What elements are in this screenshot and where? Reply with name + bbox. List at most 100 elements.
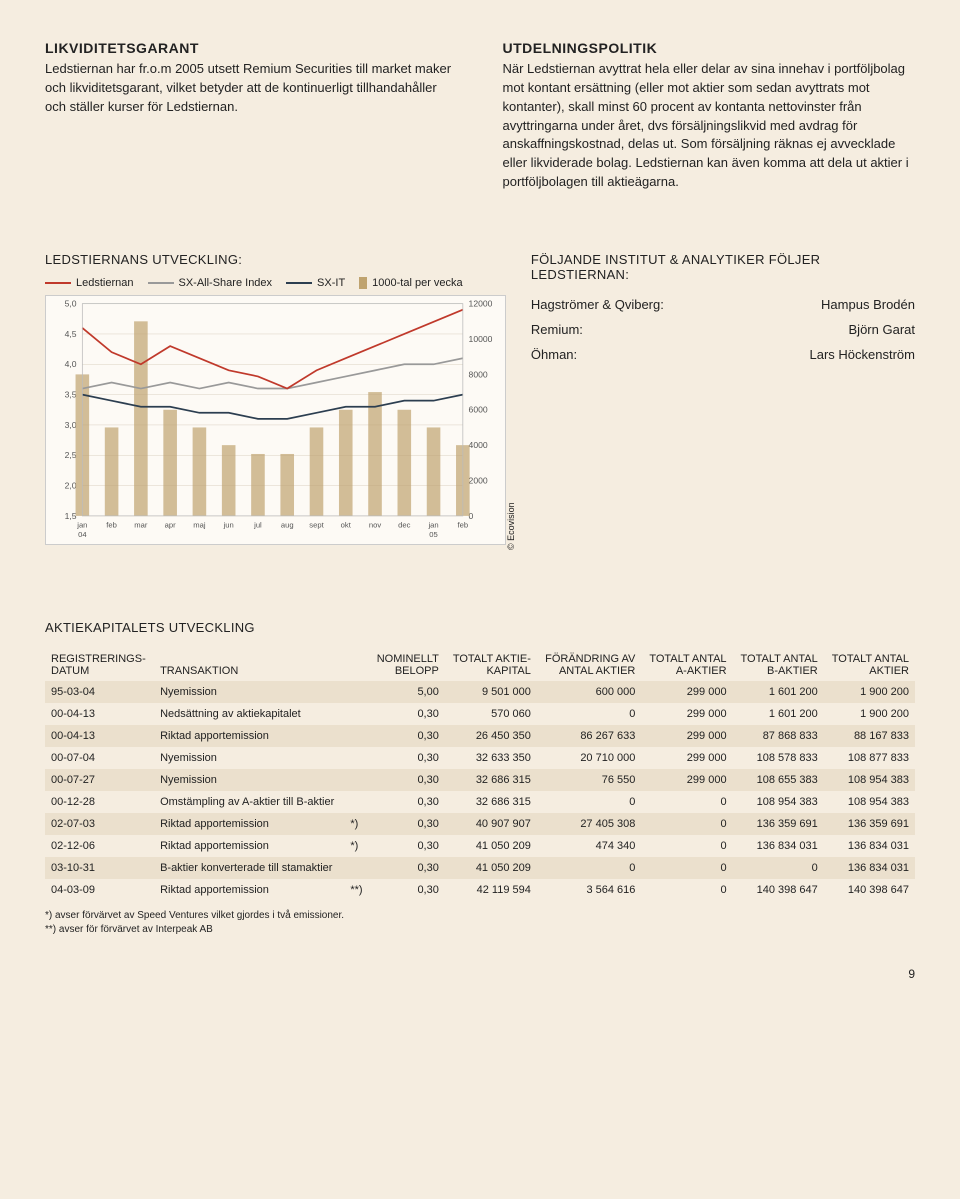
table-cell: 0,30 bbox=[369, 703, 445, 725]
table-cell: 00-12-28 bbox=[45, 791, 154, 813]
analyst-title: FÖLJANDE INSTITUT & ANALYTIKER FÖLJER LE… bbox=[531, 252, 915, 282]
analyst-row: Remium:Björn Garat bbox=[531, 317, 915, 342]
table-cell: Nyemission bbox=[154, 747, 344, 769]
table-cell: 00-04-13 bbox=[45, 725, 154, 747]
chart-credit: © Ecovision bbox=[506, 90, 516, 551]
svg-text:nov: nov bbox=[369, 520, 381, 529]
svg-text:maj: maj bbox=[193, 520, 206, 529]
legend-label: Ledstiernan bbox=[76, 277, 134, 289]
table-cell: 0 bbox=[641, 835, 732, 857]
chart-title: LEDSTIERNANS UTVECKLING: bbox=[45, 252, 506, 267]
table-cell bbox=[344, 769, 369, 791]
legend-label: SX-All-Share Index bbox=[179, 277, 273, 289]
table-cell: 136 359 691 bbox=[824, 813, 915, 835]
table-row: 00-12-28Omstämpling av A-aktier till B-a… bbox=[45, 791, 915, 813]
table-cell: **) bbox=[344, 879, 369, 901]
table-cell: 108 655 383 bbox=[733, 769, 824, 791]
table-cell: Nedsättning av aktiekapitalet bbox=[154, 703, 344, 725]
th-nominellt: NOMINELLTBELOPP bbox=[369, 649, 445, 681]
table-cell bbox=[344, 857, 369, 879]
table-cell: 04-03-09 bbox=[45, 879, 154, 901]
table-cell: 108 954 383 bbox=[824, 769, 915, 791]
svg-text:10000: 10000 bbox=[469, 334, 493, 344]
svg-text:3,0: 3,0 bbox=[65, 420, 77, 430]
col-likviditetsgarant: LIKVIDITETSGARANT Ledstiernan har fr.o.m… bbox=[45, 40, 458, 192]
table-cell: 00-07-27 bbox=[45, 769, 154, 791]
table-cell: Nyemission bbox=[154, 681, 344, 703]
intro-columns: LIKVIDITETSGARANT Ledstiernan har fr.o.m… bbox=[45, 40, 915, 192]
table-cell: 0,30 bbox=[369, 813, 445, 835]
table-cell: 0 bbox=[733, 857, 824, 879]
table-cell: 00-04-13 bbox=[45, 703, 154, 725]
section-title: LIKVIDITETSGARANT bbox=[45, 40, 458, 56]
table-cell: 0,30 bbox=[369, 835, 445, 857]
table-cell: 26 450 350 bbox=[445, 725, 537, 747]
table-cell: 140 398 647 bbox=[824, 879, 915, 901]
svg-text:aug: aug bbox=[281, 520, 294, 529]
analyst-firm: Remium: bbox=[531, 322, 583, 337]
table-cell: 40 907 907 bbox=[445, 813, 537, 835]
svg-text:12000: 12000 bbox=[469, 298, 493, 308]
table-cell: B-aktier konverterade till stamaktier bbox=[154, 857, 344, 879]
table-row: 03-10-31B-aktier konverterade till stama… bbox=[45, 857, 915, 879]
table-cell: 42 119 594 bbox=[445, 879, 537, 901]
table-cell: 3 564 616 bbox=[537, 879, 642, 901]
table-cell: 41 050 209 bbox=[445, 835, 537, 857]
svg-text:4000: 4000 bbox=[469, 440, 488, 450]
table-cell bbox=[344, 747, 369, 769]
svg-text:2,5: 2,5 bbox=[65, 450, 77, 460]
th-total: TOTALT ANTALAKTIER bbox=[824, 649, 915, 681]
analyst-name: Hampus Brodén bbox=[821, 297, 915, 312]
table-cell: 32 633 350 bbox=[445, 747, 537, 769]
th-kapital: TOTALT AKTIE-KAPITAL bbox=[445, 649, 537, 681]
table-cell: 00-07-04 bbox=[45, 747, 154, 769]
page-number: 9 bbox=[45, 967, 915, 981]
table-cell: 299 000 bbox=[641, 769, 732, 791]
analyst-row: Öhman:Lars Höckenström bbox=[531, 342, 915, 367]
table-cell: 600 000 bbox=[537, 681, 642, 703]
svg-text:2,0: 2,0 bbox=[65, 480, 77, 490]
section-body: Ledstiernan har fr.o.m 2005 utsett Remiu… bbox=[45, 60, 458, 117]
table-cell: 0,30 bbox=[369, 857, 445, 879]
table-cell: 299 000 bbox=[641, 747, 732, 769]
legend-ledstiernan: Ledstiernan bbox=[45, 277, 134, 289]
legend-sxit: SX-IT bbox=[286, 277, 345, 289]
table-cell: 0 bbox=[641, 813, 732, 835]
svg-text:5,0: 5,0 bbox=[65, 298, 77, 308]
table-cell: 32 686 315 bbox=[445, 791, 537, 813]
footnote: **) avser för förvärvet av Interpeak AB bbox=[45, 923, 915, 937]
table-cell: 0 bbox=[641, 879, 732, 901]
svg-text:dec: dec bbox=[398, 520, 410, 529]
analyst-panel: FÖLJANDE INSTITUT & ANALYTIKER FÖLJER LE… bbox=[531, 252, 915, 561]
table-cell: 299 000 bbox=[641, 725, 732, 747]
th-b: TOTALT ANTALB-AKTIER bbox=[733, 649, 824, 681]
table-cell: 0 bbox=[641, 857, 732, 879]
th-datum: REGISTRERINGS-DATUM bbox=[45, 649, 154, 681]
table-title: AKTIEKAPITALETS UTVECKLING bbox=[45, 620, 915, 635]
table-cell: 41 050 209 bbox=[445, 857, 537, 879]
table-cell bbox=[344, 681, 369, 703]
th-mark bbox=[344, 649, 369, 681]
table-row: 00-04-13Nedsättning av aktiekapitalet 0,3… bbox=[45, 703, 915, 725]
table-cell: 0,30 bbox=[369, 791, 445, 813]
th-transaktion: TRANSAKTION bbox=[154, 649, 344, 681]
table-row: 04-03-09Riktad apportemission**)0,3042 1… bbox=[45, 879, 915, 901]
table-footnotes: *) avser förvärvet av Speed Ventures vil… bbox=[45, 909, 915, 937]
table-cell: 0 bbox=[641, 791, 732, 813]
svg-text:8000: 8000 bbox=[469, 369, 488, 379]
table-cell: 87 868 833 bbox=[733, 725, 824, 747]
capital-table-section: AKTIEKAPITALETS UTVECKLING REGISTRERINGS… bbox=[45, 620, 915, 937]
table-cell: 88 167 833 bbox=[824, 725, 915, 747]
table-cell: *) bbox=[344, 813, 369, 835]
table-cell: 0,30 bbox=[369, 879, 445, 901]
legend-sxall: SX-All-Share Index bbox=[148, 277, 273, 289]
table-cell: 86 267 633 bbox=[537, 725, 642, 747]
table-cell: Nyemission bbox=[154, 769, 344, 791]
svg-text:jul: jul bbox=[253, 520, 262, 529]
section-body: När Ledstiernan avyttrat hela eller dela… bbox=[503, 60, 916, 192]
legend-label: SX-IT bbox=[317, 277, 345, 289]
svg-text:3,5: 3,5 bbox=[65, 389, 77, 399]
chart-panel: LEDSTIERNANS UTVECKLING: Ledstiernan SX-… bbox=[45, 252, 506, 561]
table-cell: 108 578 833 bbox=[733, 747, 824, 769]
analyst-firm: Hagströmer & Qviberg: bbox=[531, 297, 664, 312]
